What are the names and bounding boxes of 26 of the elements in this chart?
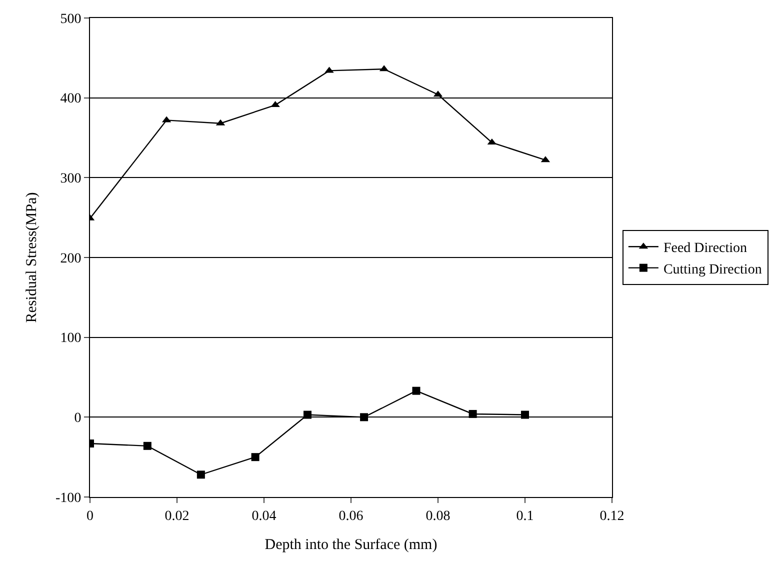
x-axis-title: Depth into the Surface (mm) [264,536,438,553]
y-tick-label: 300 [60,172,82,187]
point [468,410,477,418]
y-axis-title: Residual Stress(MPa) [24,192,40,323]
point [360,413,368,422]
x-tick-label: 0 [86,508,94,524]
point [196,470,205,479]
y-tick-label: 200 [60,251,82,266]
x-tick-label: 0.12 [600,508,624,524]
point [143,442,152,450]
x-tick-label: 0.06 [338,508,364,524]
legend-label: Feed Direction [663,241,748,256]
x-tick-label: 0.04 [252,508,276,524]
x-tick-label: 0.02 [164,508,190,524]
x-tick-label: 0.1 [516,508,534,524]
point [251,453,260,462]
y-tick-label: 0 [74,411,82,426]
point [304,410,312,419]
y-tick-label: 100 [60,331,82,346]
point [521,410,529,419]
legend-label: Cutting Direction [663,262,762,278]
y-tick-label: -100 [56,490,82,506]
y-tick-label: 400 [60,92,82,107]
y-tick-label: 500 [60,12,82,27]
x-tick-label: 0.08 [426,508,450,524]
point [412,386,420,395]
